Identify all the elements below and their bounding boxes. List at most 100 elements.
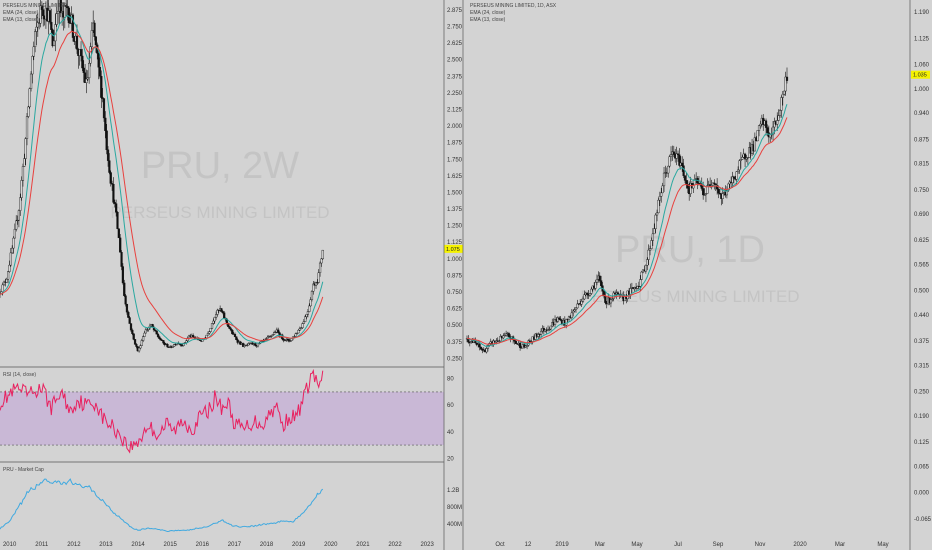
candle — [479, 346, 483, 350]
candle — [85, 78, 88, 83]
candle — [270, 335, 273, 337]
candle — [298, 328, 301, 331]
candle — [594, 282, 597, 289]
candle — [778, 110, 782, 116]
y-tick-label: 0.000 — [914, 491, 930, 497]
y-tick-label: 1.125 — [914, 36, 930, 42]
candle — [485, 348, 488, 353]
candle — [660, 192, 663, 197]
candle — [567, 316, 571, 320]
x-tick-label: Oct — [495, 542, 505, 548]
last-price-label: 1.075 — [446, 247, 460, 253]
y-tick-label: 0.440 — [914, 313, 930, 319]
candle — [598, 275, 601, 281]
candle — [27, 106, 30, 117]
candle — [505, 333, 508, 336]
candle — [293, 336, 296, 338]
candle — [31, 56, 34, 75]
candle — [657, 199, 660, 214]
y-tick-label: 40 — [447, 430, 454, 436]
candle — [692, 184, 695, 189]
y-tick-label: 2.625 — [447, 41, 463, 47]
candle — [140, 340, 143, 346]
candle — [602, 291, 606, 297]
candle — [216, 309, 219, 315]
candle — [681, 162, 684, 166]
candle — [316, 282, 319, 284]
candle — [210, 323, 214, 329]
y-tick-label: 1.875 — [447, 141, 463, 147]
candle — [486, 345, 490, 349]
candle — [239, 341, 242, 345]
y-tick-label: 2.125 — [447, 108, 463, 114]
candle — [185, 340, 188, 343]
last-price-tag — [444, 244, 463, 253]
candle — [297, 329, 300, 334]
candle — [231, 329, 234, 335]
candle — [312, 283, 315, 292]
candle — [559, 319, 562, 321]
candle — [780, 97, 783, 111]
candle — [16, 219, 19, 222]
y-tick-label: 0.625 — [447, 307, 463, 313]
x-tick-label: 2021 — [356, 542, 370, 548]
candle — [159, 338, 162, 341]
candle — [731, 176, 734, 183]
candle — [583, 294, 586, 300]
x-tick-label: 2014 — [131, 542, 145, 548]
candle — [267, 336, 270, 338]
y-tick-label: 0.750 — [447, 290, 463, 296]
candle — [296, 332, 299, 334]
candle — [549, 325, 552, 330]
candle — [304, 316, 307, 322]
candle — [639, 279, 642, 287]
candle — [655, 212, 659, 216]
y-tick-label: 1.500 — [447, 190, 463, 196]
candle — [55, 13, 58, 25]
y-tick-label: 0.875 — [447, 273, 463, 279]
candle — [302, 321, 305, 324]
candle — [317, 272, 320, 283]
candle — [746, 157, 749, 159]
candle — [548, 328, 551, 330]
candle — [581, 298, 585, 302]
candle — [101, 97, 104, 99]
x-tick-label: 2022 — [388, 542, 402, 548]
rsi-line — [0, 368, 324, 454]
candle — [756, 130, 759, 142]
candle — [229, 328, 233, 331]
candle — [146, 329, 149, 331]
candle — [503, 335, 506, 337]
y-tick-label: 80 — [447, 377, 454, 383]
y-tick-label: 1.060 — [914, 63, 930, 69]
candle — [718, 193, 722, 195]
ema-24-line — [466, 117, 788, 345]
candle — [305, 314, 308, 317]
candle — [81, 55, 84, 69]
market-cap-panel[interactable]: 1.2B 800M 400M PRU - Market Cap — [0, 467, 462, 533]
candle — [667, 165, 670, 174]
candle — [502, 335, 505, 339]
candle — [321, 249, 324, 260]
candle — [12, 237, 15, 249]
legend-entry: PRU - Market Cap — [3, 467, 44, 473]
candle — [675, 153, 678, 159]
candle — [271, 334, 274, 336]
candle — [52, 40, 56, 47]
candle — [565, 318, 568, 326]
candle — [309, 299, 312, 307]
candle — [241, 343, 245, 347]
rsi-panel[interactable]: 80 60 40 20 RSI (14, close) — [0, 368, 454, 463]
x-tick-label: 2017 — [228, 542, 242, 548]
legend-entry: PERSEUS MINING LIMITED — [3, 3, 68, 9]
candle — [105, 130, 108, 151]
x-tick-label: 2018 — [260, 542, 274, 548]
left-price-panel[interactable]: PRU, 2W PERSEUS MINING LIMITED 2.875 2.750 2… — [0, 0, 463, 362]
candle — [243, 345, 246, 347]
x-tick-label: Sep — [713, 542, 724, 548]
candle — [647, 249, 650, 260]
candle — [117, 228, 120, 239]
candle — [123, 282, 126, 296]
candle — [600, 280, 603, 286]
